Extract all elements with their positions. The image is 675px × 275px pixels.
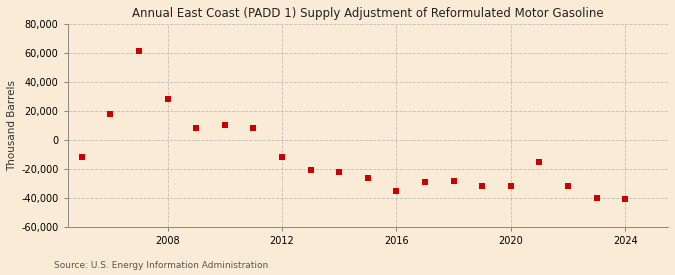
Text: Source: U.S. Energy Information Administration: Source: U.S. Energy Information Administ… — [54, 260, 268, 270]
Point — [219, 123, 230, 128]
Point — [305, 168, 316, 173]
Point — [448, 178, 459, 183]
Point — [391, 189, 402, 193]
Title: Annual East Coast (PADD 1) Supply Adjustment of Reformulated Motor Gasoline: Annual East Coast (PADD 1) Supply Adjust… — [132, 7, 603, 20]
Point — [248, 126, 259, 131]
Point — [76, 155, 87, 160]
Point — [277, 155, 288, 160]
Point — [420, 180, 431, 184]
Point — [562, 184, 573, 189]
Point — [105, 112, 116, 116]
Point — [534, 160, 545, 164]
Point — [362, 175, 373, 180]
Point — [333, 170, 344, 174]
Y-axis label: Thousand Barrels: Thousand Barrels — [7, 80, 17, 171]
Point — [134, 49, 144, 54]
Point — [162, 97, 173, 101]
Point — [191, 126, 202, 131]
Point — [477, 184, 487, 189]
Point — [591, 196, 602, 200]
Point — [620, 197, 630, 202]
Point — [506, 184, 516, 189]
